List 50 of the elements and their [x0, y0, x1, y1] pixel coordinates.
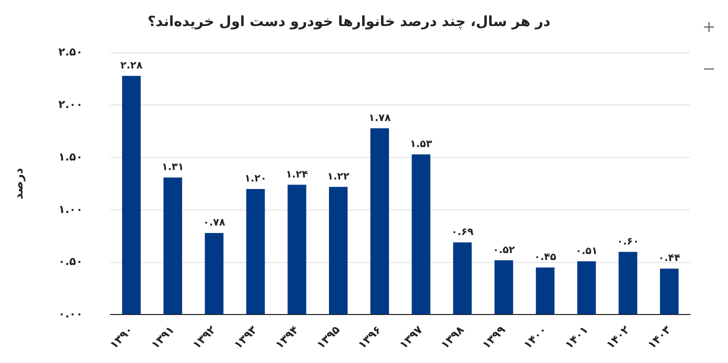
x-tick-label: ۱۳۹۶: [356, 323, 384, 352]
data-label: ۱.۲۴: [286, 169, 308, 180]
x-tick-label: ۱۳۹۵: [314, 323, 343, 352]
data-label: ۰.۴۵: [534, 252, 556, 264]
bar: [370, 128, 389, 314]
x-tick-label: ۱۴۰۲: [604, 323, 632, 352]
x-tick-label: ۱۴۰۱: [562, 323, 591, 352]
bar: [328, 186, 348, 314]
bar: [453, 242, 472, 314]
x-tick-label: ۱۳۹۹: [480, 323, 508, 352]
y-tick-label: ۱.۵۰: [58, 150, 83, 164]
bar: [246, 188, 265, 314]
bar: [494, 260, 514, 314]
y-tick-label: ۲.۵۰: [58, 46, 83, 59]
data-label: ۰.۴۴: [658, 253, 680, 264]
data-label: ۱.۳۱: [162, 162, 184, 174]
data-label: ۱.۲۰: [244, 174, 267, 185]
data-label: ۰.۶۰: [616, 236, 639, 248]
x-tick-label: ۱۳۹۱: [148, 323, 177, 352]
x-tick-label: ۱۳۹۷: [397, 323, 426, 352]
y-tick-label: ۲.۰۰: [58, 98, 83, 112]
data-label: ۱.۵۳: [410, 139, 432, 150]
data-label: ۰.۵۲: [492, 244, 515, 256]
x-tick-label: ۱۳۹۴: [272, 323, 302, 352]
bar: [204, 232, 224, 314]
y-tick-label: ۰.۵۰: [58, 255, 83, 268]
bar: [122, 76, 141, 314]
data-label: ۲.۲۸: [120, 60, 142, 72]
x-tick-label: ۱۳۹۰: [107, 323, 136, 352]
x-tick-label: ۱۴۰۰: [521, 323, 550, 352]
chart-title: در هر سال، چند درصد خانوارها خودرو دست اول خریده‌اند؟: [148, 14, 550, 30]
x-tick-label: ۱۳۹۸: [438, 323, 467, 352]
data-label: ۰.۷۸: [203, 218, 226, 229]
bar: [618, 252, 638, 314]
x-tick-label: ۱۳۹۳: [232, 323, 260, 352]
bar: [577, 261, 596, 314]
data-label: ۱.۷۸: [368, 112, 391, 124]
bar: [660, 268, 679, 314]
x-tick-label: ۱۳۹۲: [190, 323, 219, 352]
data-label: ۰.۶۹: [451, 226, 474, 238]
bar: [412, 154, 430, 314]
bar: [536, 268, 554, 314]
y-axis-title: درصد: [11, 168, 26, 200]
bar: [163, 177, 182, 314]
y-tick-label: ۱.۰۰: [58, 202, 83, 216]
x-tick-label: ۱۴۰۳: [645, 323, 674, 352]
y-tick-label: ۰.۰۰: [58, 308, 83, 321]
data-label: ۱.۲۲: [327, 171, 350, 182]
bar: [288, 184, 306, 314]
data-label: ۰.۵۱: [576, 246, 598, 257]
